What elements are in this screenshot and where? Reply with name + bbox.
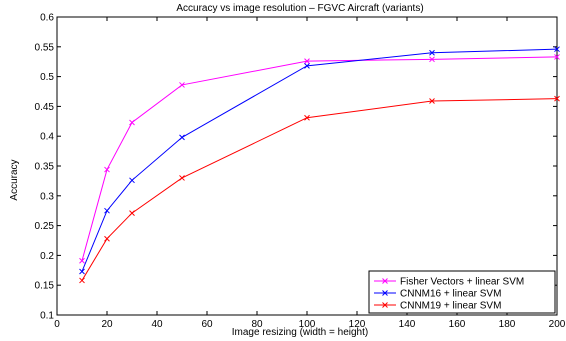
point-marker-stroke: [304, 63, 310, 69]
data-point: [304, 58, 310, 64]
point-marker-stroke: [554, 95, 560, 102]
x-tick-label: 100: [299, 319, 316, 330]
data-point: [104, 235, 110, 242]
x-tick-label: 40: [151, 319, 163, 330]
point-marker-stroke: [179, 134, 185, 141]
series-line: [81, 56, 558, 261]
x-tick-label: 20: [101, 319, 113, 330]
y-tick-label: 0.2: [40, 251, 54, 262]
data-point: [104, 207, 110, 214]
data-point: [104, 166, 110, 173]
y-tick-label: 0.15: [35, 281, 55, 292]
legend-entry: Fisher Vectors + linear SVM: [374, 277, 524, 288]
data-point: [554, 95, 560, 102]
data-point: [304, 114, 310, 121]
x-tick-label: 80: [251, 319, 263, 330]
point-marker-stroke: [79, 268, 85, 275]
y-axis: 0.1 0.15 0.2 0.25 0.3 0.35 0.4 0.45 0.5 0.55 0.6: [35, 13, 557, 322]
point-marker-stroke: [179, 175, 185, 181]
series-group: [79, 95, 560, 284]
data-point: [429, 98, 435, 104]
point-marker-stroke: [304, 114, 310, 121]
point-marker-stroke: [179, 82, 185, 88]
x-axis: 0 20 40 60 80 100 120 140 160 180 200: [54, 17, 566, 330]
point-marker-stroke: [429, 49, 435, 56]
data-point: [554, 54, 560, 60]
x-tick-label: 120: [349, 319, 366, 330]
data-point: [129, 119, 135, 126]
y-tick-label: 0.5: [40, 72, 54, 83]
x-axis-title: Image resizing (width = height): [232, 327, 368, 338]
data-point: [79, 277, 85, 284]
data-point: [129, 177, 135, 184]
legend-swatch-marker: [382, 278, 388, 284]
series-line: [81, 98, 558, 281]
y-tick-label: 0.6: [40, 13, 54, 24]
legend-label: Fisher Vectors + linear SVM: [400, 277, 524, 288]
data-point: [179, 175, 185, 181]
point-marker-stroke: [104, 235, 110, 242]
y-tick-label: 0.4: [40, 132, 54, 143]
point-marker-stroke: [104, 207, 110, 214]
data-point: [179, 134, 185, 141]
point-marker-stroke: [429, 98, 435, 104]
y-tick-label: 0.1: [40, 311, 54, 322]
y-tick-label: 0.3: [40, 191, 54, 202]
point-marker-stroke: [129, 177, 135, 184]
series-line: [81, 48, 558, 272]
x-tick-label: 0: [54, 319, 60, 330]
data-point: [79, 257, 85, 264]
legend-swatch-marker: [382, 302, 388, 308]
y-axis-title: Accuracy: [9, 159, 20, 200]
x-tick-label: 160: [449, 319, 466, 330]
series-layer: [79, 46, 560, 284]
x-tick-label: 200: [549, 319, 566, 330]
y-tick-label: 0.25: [35, 221, 55, 232]
y-tick-label: 0.35: [35, 162, 55, 173]
point-marker-stroke: [554, 54, 560, 60]
legend-label: CNNM16 + linear SVM: [400, 289, 501, 300]
legend-entry: CNNM16 + linear SVM: [374, 289, 501, 300]
point-marker-stroke: [554, 46, 560, 53]
point-marker-stroke: [129, 119, 135, 126]
point-marker-stroke: [79, 257, 85, 264]
x-tick-label: 140: [399, 319, 416, 330]
chart-title: Accuracy vs image resolution – FGVC Airc…: [176, 3, 423, 14]
data-point: [129, 210, 135, 216]
legend-box: [368, 270, 556, 314]
data-point: [429, 49, 435, 56]
data-point: [554, 46, 560, 53]
x-tick-label: 60: [201, 319, 213, 330]
point-marker-stroke: [129, 210, 135, 216]
data-point: [304, 63, 310, 69]
legend-entry: CNNM19 + linear SVM: [374, 301, 501, 312]
series-group: [79, 46, 560, 275]
point-marker-stroke: [79, 277, 85, 284]
data-point: [179, 82, 185, 88]
legend-label: CNNM19 + linear SVM: [400, 301, 501, 312]
point-marker-stroke: [104, 166, 110, 173]
data-point: [429, 56, 435, 63]
x-tick-label: 180: [499, 319, 516, 330]
point-marker-stroke: [429, 56, 435, 63]
y-tick-label: 0.45: [35, 102, 55, 113]
point-marker-stroke: [304, 58, 310, 64]
y-tick-label: 0.55: [35, 42, 55, 53]
data-point: [79, 268, 85, 275]
series-group: [79, 54, 560, 264]
legend-swatch-marker: [382, 290, 388, 296]
